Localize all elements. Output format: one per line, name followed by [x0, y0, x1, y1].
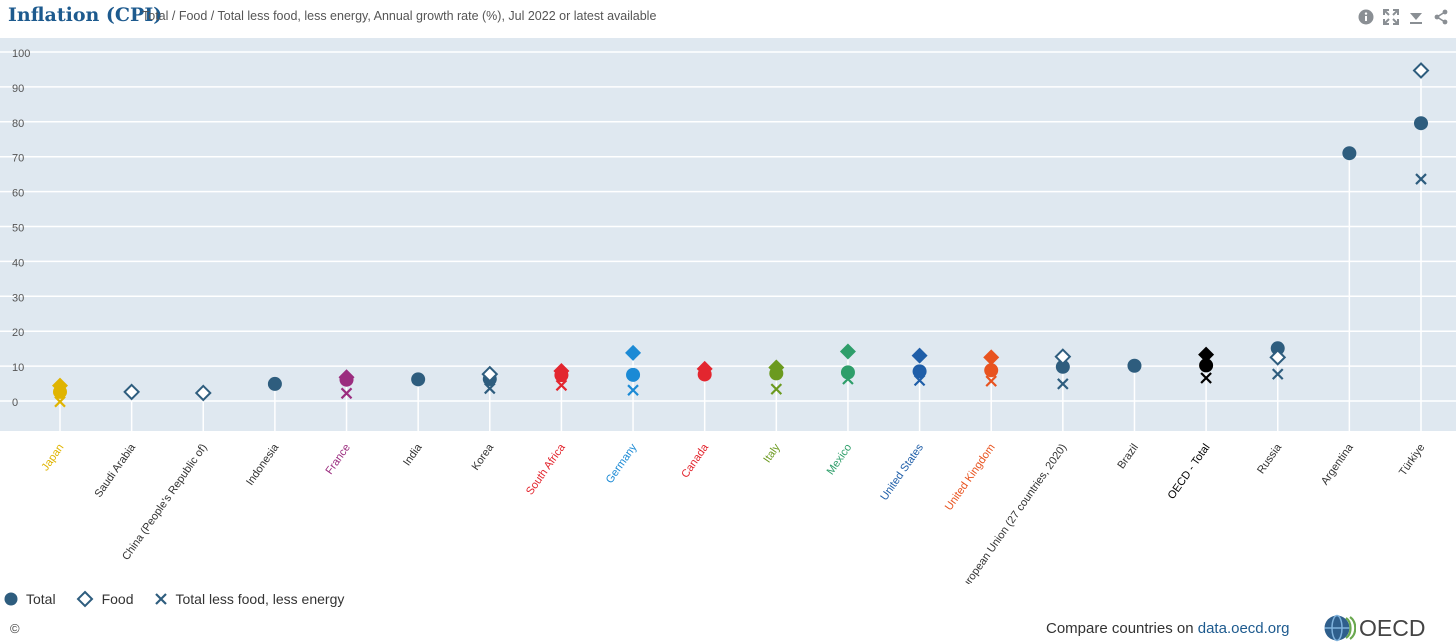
download-icon[interactable]	[1407, 8, 1425, 26]
legend-label: Total less food, less energy	[175, 591, 345, 607]
point-core[interactable]	[627, 384, 639, 396]
point-food[interactable]	[194, 384, 212, 402]
point-food[interactable]	[553, 362, 570, 379]
x-tick-label[interactable]: Japan	[39, 442, 66, 473]
y-tick-label: 50	[12, 223, 24, 235]
y-tick-label: 60	[12, 188, 24, 200]
point-core[interactable]	[985, 375, 997, 387]
x-tick-label[interactable]: Canada	[679, 441, 711, 480]
x-tick-label[interactable]: South Africa	[524, 441, 568, 497]
x-tick-label[interactable]: Saudi Arabia	[92, 441, 138, 500]
point-food[interactable]	[839, 343, 856, 360]
copyright-mark: ©	[10, 621, 20, 636]
chart-subtitle: Total / Food / Total less food, less ene…	[142, 9, 657, 23]
legend-label: Food	[101, 591, 134, 607]
y-tick-label: 100	[12, 48, 30, 60]
y-tick-label: 10	[12, 362, 24, 374]
point-core[interactable]	[555, 379, 568, 392]
y-tick-label: 20	[12, 327, 24, 339]
point-core[interactable]	[1271, 368, 1284, 380]
legend-item-food[interactable]: Food	[76, 590, 134, 608]
point-food[interactable]	[911, 347, 928, 364]
point-total[interactable]	[912, 364, 927, 379]
chart-toolbar	[1357, 8, 1450, 26]
chart-legend: Total Food Total less food, less energy	[4, 590, 364, 608]
legend-diamond-icon	[76, 590, 93, 608]
y-tick-label: 70	[12, 153, 24, 165]
y-tick-label: 80	[12, 118, 24, 130]
compare-text: Compare countries on	[1046, 620, 1198, 637]
point-core[interactable]	[1057, 378, 1069, 390]
x-tick-label[interactable]: France	[324, 442, 353, 477]
point-food[interactable]	[52, 377, 68, 394]
point-food[interactable]	[983, 349, 1000, 366]
oecd-logo: OECD	[1322, 614, 1425, 642]
point-total[interactable]	[1414, 116, 1428, 131]
x-tick-label[interactable]: Germany	[604, 441, 640, 485]
x-tick-label[interactable]: India	[401, 441, 425, 468]
x-tick-label[interactable]: Russia	[1255, 441, 1285, 476]
info-icon[interactable]	[1357, 8, 1375, 26]
point-core[interactable]	[340, 387, 353, 400]
x-tick-label[interactable]: United States	[878, 441, 926, 502]
point-food[interactable]	[768, 359, 785, 376]
point-food[interactable]	[1269, 348, 1287, 366]
chart-title: Inflation (CPI)	[8, 4, 163, 26]
x-tick-label[interactable]: United Kingdom	[943, 442, 998, 513]
legend-label: Total	[26, 591, 56, 607]
point-total[interactable]	[1199, 358, 1214, 373]
point-core[interactable]	[913, 374, 926, 387]
point-total[interactable]	[840, 365, 855, 380]
y-tick-label: 90	[12, 83, 24, 95]
legend-circle-icon	[4, 592, 18, 606]
point-food[interactable]	[696, 360, 713, 377]
x-tick-label[interactable]: Brazil	[1115, 442, 1141, 471]
point-food[interactable]	[481, 365, 499, 383]
y-tick-label: 40	[12, 257, 24, 269]
x-tick-label[interactable]: Argentina	[1319, 441, 1356, 487]
point-core[interactable]	[54, 395, 66, 408]
point-core[interactable]	[1415, 173, 1427, 185]
point-total[interactable]	[626, 367, 641, 382]
point-food[interactable]	[123, 383, 141, 401]
point-total[interactable]	[984, 363, 999, 378]
point-core[interactable]	[842, 373, 854, 385]
oecd-logo-text: OECD	[1359, 614, 1426, 641]
legend-cross-icon	[154, 593, 167, 605]
point-core[interactable]	[484, 382, 496, 395]
point-total[interactable]	[1055, 359, 1070, 374]
point-total[interactable]	[267, 376, 282, 391]
oecd-data-link[interactable]: data.oecd.org	[1197, 620, 1290, 637]
chart-header: Inflation (CPI) Total / Food / Total les…	[0, 0, 1456, 36]
x-tick-label[interactable]: OECD - Total	[1166, 442, 1213, 502]
y-tick-label: 30	[12, 292, 24, 304]
plot-background	[0, 38, 1456, 431]
point-food[interactable]	[1198, 346, 1215, 363]
x-tick-label[interactable]: Türkiye	[1397, 442, 1428, 478]
x-tick-label[interactable]: Italy	[761, 441, 783, 465]
x-tick-label[interactable]: Korea	[470, 441, 497, 473]
point-total[interactable]	[1127, 358, 1142, 373]
oecd-globe-icon	[1324, 614, 1356, 642]
point-core[interactable]	[770, 383, 783, 395]
point-food[interactable]	[1054, 348, 1072, 366]
legend-item-core[interactable]: Total less food, less energy	[154, 591, 345, 607]
point-food[interactable]	[1412, 62, 1430, 79]
x-tick-label[interactable]: Indonesia	[244, 441, 282, 488]
point-food[interactable]	[338, 369, 355, 386]
compare-countries: Compare countries on data.oecd.org	[1046, 620, 1290, 637]
point-total[interactable]	[1270, 341, 1285, 356]
point-core[interactable]	[1200, 372, 1212, 384]
legend-item-total[interactable]: Total	[4, 591, 56, 607]
x-tick-label[interactable]: China (People's Republic of)	[120, 442, 210, 563]
fullscreen-icon[interactable]	[1382, 8, 1400, 26]
point-total[interactable]	[411, 372, 426, 387]
share-icon[interactable]	[1432, 8, 1450, 26]
y-tick-label: 0	[12, 397, 18, 409]
x-tick-label[interactable]: Mexico	[825, 442, 855, 477]
point-food[interactable]	[625, 344, 642, 361]
point-total[interactable]	[1342, 146, 1357, 161]
